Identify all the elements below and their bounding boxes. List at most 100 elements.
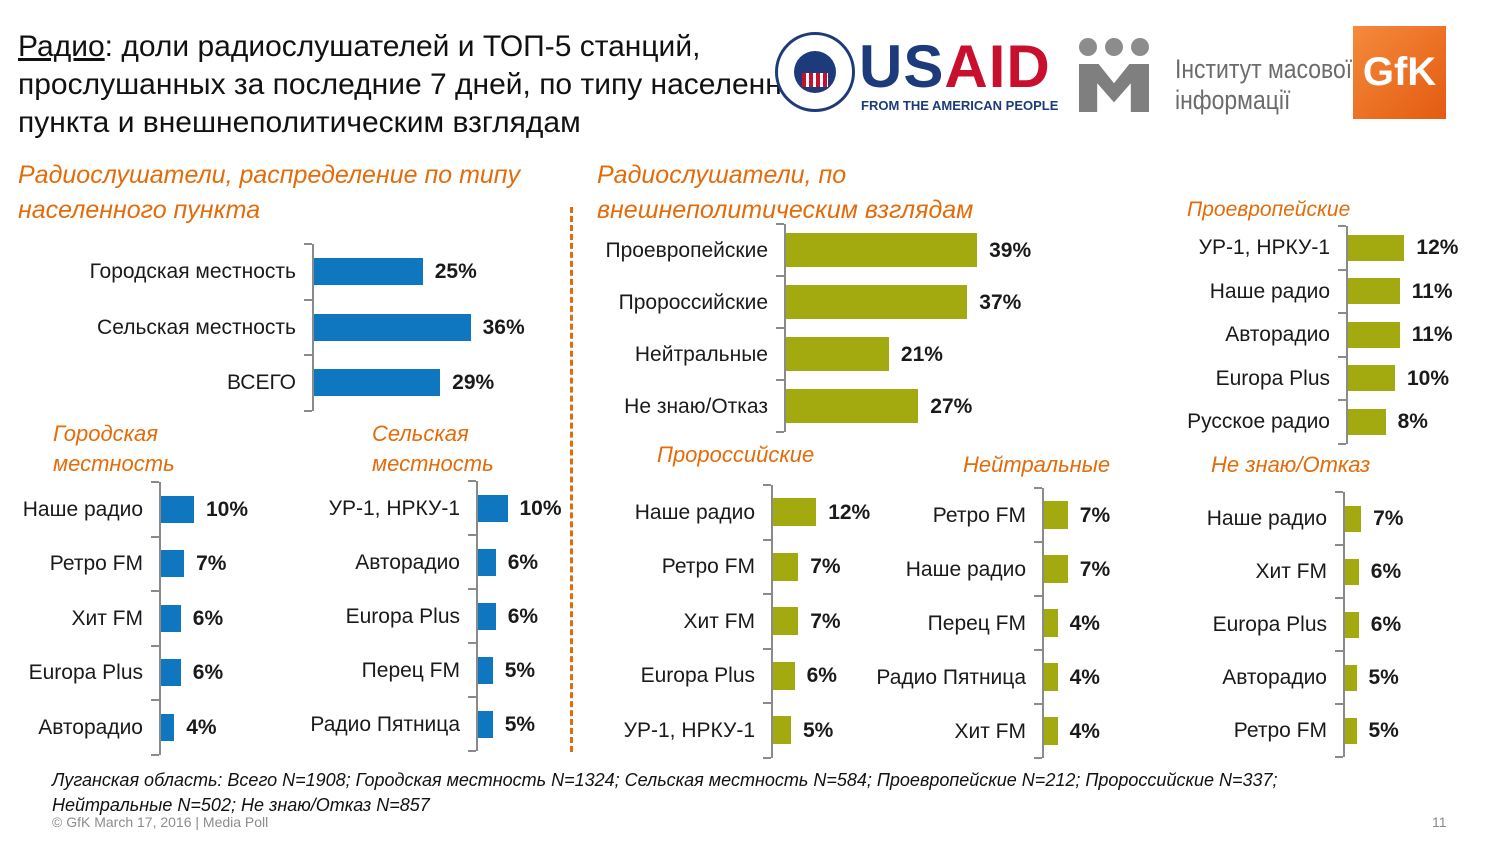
urban-tick — [151, 535, 159, 538]
settlement-tick — [304, 243, 312, 245]
urban-category-label: Авторадио — [38, 715, 143, 739]
dontknow-value-label: 6% — [1370, 560, 1402, 583]
views-value-label: 21% — [900, 342, 943, 366]
subtitle-dontknow: Не знаю/Отказ — [1211, 452, 1371, 477]
prorus-tick — [763, 538, 771, 541]
proeuro-category-label: Наше радио — [1209, 279, 1330, 303]
rural-value-label: 5% — [504, 712, 536, 736]
urban-tick — [151, 590, 159, 592]
views-value-label: 39% — [989, 238, 1032, 262]
proeuro-bar — [1348, 365, 1395, 392]
proeuro-value-label: 11% — [1411, 323, 1453, 347]
dontknow-tick — [1335, 597, 1343, 599]
dontknow-category-label: Авторадио — [1222, 666, 1327, 689]
urban-bar — [161, 659, 181, 687]
section-title-views: Радиослушатели, по внешнеполитическим вз… — [597, 161, 974, 224]
urban-value-label: 4% — [186, 715, 217, 739]
views-category-label: Пророссийские — [618, 290, 768, 314]
proeuro-category-label: Europa Plus — [1215, 366, 1330, 390]
urban-bar — [161, 495, 194, 523]
prorus-tick — [763, 756, 771, 759]
prorus-category-label: Хит FM — [683, 609, 755, 633]
proeuro-value-label: 10% — [1407, 366, 1450, 390]
proeuro-tick — [1338, 399, 1346, 401]
rural-category-label: УР-1, НРКУ-1 — [328, 496, 460, 520]
neutral-category-label: Наше радио — [905, 557, 1026, 581]
settlement-tick — [304, 409, 312, 412]
rural-tick — [468, 480, 476, 482]
rural-category-label: Перец FM — [361, 658, 460, 682]
dontknow-tick — [1335, 756, 1343, 758]
urban-tick — [151, 699, 159, 701]
prorus-bar — [773, 607, 799, 636]
dontknow-value-label: 7% — [1373, 507, 1404, 530]
neutral-value-label: 4% — [1069, 665, 1100, 689]
settlement-category-label: Сельская местность — [97, 315, 296, 339]
urban-category-label: Хит FM — [71, 606, 143, 630]
views-tick — [776, 275, 784, 277]
rural-bar — [478, 656, 493, 684]
proeuro-category-label: Русское радио — [1187, 410, 1330, 434]
proeuro-value-label: 8% — [1397, 410, 1428, 434]
prorus-category-label: Наше радио — [634, 500, 755, 524]
urban-axis — [159, 482, 161, 755]
settlement-bar — [314, 258, 423, 286]
settlement-category-label: Городская местность — [89, 260, 296, 284]
rural-bar — [478, 710, 493, 738]
subtitle-prorus: Пророссийские — [657, 442, 815, 467]
section-title-settlement: Радиослушатели, распределение по типу на… — [18, 161, 521, 224]
views-value-label: 37% — [979, 290, 1022, 314]
proeuro-value-label: 12% — [1416, 236, 1459, 260]
usaid-logo-aid: AID — [944, 33, 1051, 100]
dontknow-value-label: 5% — [1368, 719, 1399, 742]
rural-category-label: Авторадио — [355, 550, 460, 574]
rural-value-label: 5% — [504, 658, 536, 682]
urban-category-label: Наше радио — [22, 497, 143, 521]
rural-category-label: Радио Пятница — [310, 712, 460, 736]
neutral-bar — [1044, 501, 1068, 529]
views-bar — [786, 285, 968, 319]
usaid-logo: USAID — [859, 36, 1051, 98]
urban-category-label: Ретро FM — [49, 552, 143, 576]
neutral-bar — [1044, 717, 1058, 745]
proeuro-bar — [1348, 321, 1400, 348]
page-title: Радио: доли радиослушателей и ТОП-5 стан… — [18, 28, 878, 142]
title-radio: Радио — [18, 30, 105, 63]
proeuro-tick — [1338, 268, 1346, 271]
neutral-category-label: Ретро FM — [932, 503, 1026, 527]
views-axis — [784, 224, 786, 432]
settlement-axis — [312, 244, 314, 411]
neutral-tick — [1034, 703, 1042, 705]
settlement-value-label: 36% — [482, 315, 525, 339]
dontknow-axis — [1343, 492, 1345, 757]
dontknow-tick — [1335, 491, 1343, 493]
neutral-bar — [1044, 555, 1068, 583]
dontknow-bar — [1345, 664, 1357, 691]
proeuro-tick — [1338, 355, 1346, 358]
usaid-logo-us: US — [859, 33, 945, 100]
dontknow-category-label: Хит FM — [1255, 560, 1327, 583]
dontknow-tick — [1335, 650, 1343, 652]
rural-value-label: 10% — [519, 496, 562, 520]
prorus-value-label: 7% — [810, 609, 841, 633]
imi-line-2: інформації — [1175, 85, 1291, 115]
views-category-label: Проевропейские — [605, 238, 768, 262]
neutral-value-label: 4% — [1069, 611, 1100, 635]
dontknow-bar — [1345, 717, 1357, 744]
proeuro-value-label: 11% — [1411, 279, 1453, 303]
neutral-tick — [1034, 757, 1042, 759]
logos: USAID FROM THE AMERICAN PEOPLE Інститут … — [775, 26, 1475, 126]
imi-logo-icon — [1075, 38, 1155, 112]
proeuro-category-label: Авторадио — [1225, 323, 1330, 347]
dontknow-tick — [1335, 703, 1343, 705]
neutral-category-label: Радио Пятница — [876, 665, 1026, 689]
views-category-label: Нейтральные — [634, 342, 768, 366]
neutral-axis — [1042, 488, 1044, 758]
subtitle-proeuro: Проевропейские — [1187, 198, 1351, 221]
prorus-value-label: 5% — [803, 718, 834, 742]
dontknow-category-label: Europa Plus — [1212, 613, 1327, 636]
settlement-bar — [314, 369, 441, 397]
dontknow-bar — [1345, 505, 1362, 532]
views-tick — [776, 223, 784, 225]
rural-tick — [468, 588, 476, 590]
